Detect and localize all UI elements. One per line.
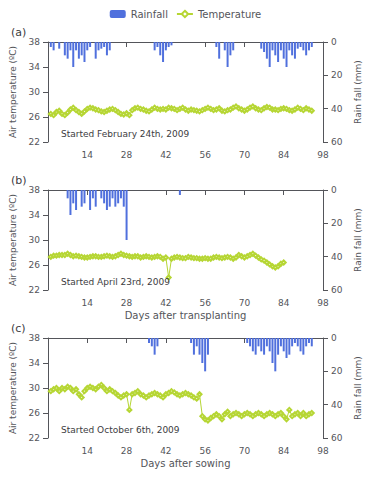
svg-text:34: 34 — [29, 210, 41, 220]
svg-text:22: 22 — [29, 433, 40, 443]
svg-text:98: 98 — [317, 298, 329, 308]
svg-text:Days after sowing: Days after sowing — [141, 458, 231, 469]
svg-text:(b): (b) — [11, 174, 27, 187]
svg-text:30: 30 — [29, 383, 41, 393]
svg-text:84: 84 — [278, 446, 290, 456]
svg-text:20: 20 — [331, 366, 343, 376]
svg-text:Rain fall (mm): Rain fall (mm) — [353, 60, 363, 124]
svg-text:34: 34 — [29, 62, 41, 72]
svg-text:60: 60 — [331, 285, 343, 295]
svg-text:28: 28 — [121, 298, 133, 308]
svg-text:60: 60 — [331, 137, 343, 147]
svg-text:28: 28 — [121, 150, 133, 160]
svg-text:Started October 6th, 2009: Started October 6th, 2009 — [61, 425, 180, 435]
svg-text:Rain fall (mm): Rain fall (mm) — [353, 208, 363, 272]
svg-text:40: 40 — [331, 400, 343, 410]
svg-text:(c): (c) — [11, 322, 26, 335]
svg-text:42: 42 — [160, 298, 171, 308]
svg-text:42: 42 — [160, 150, 171, 160]
svg-text:14: 14 — [82, 298, 94, 308]
svg-text:Started April 23rd, 2009: Started April 23rd, 2009 — [61, 277, 170, 287]
svg-text:98: 98 — [317, 150, 329, 160]
svg-text:56: 56 — [199, 298, 211, 308]
svg-text:0: 0 — [331, 185, 337, 195]
svg-text:40: 40 — [331, 104, 343, 114]
svg-text:56: 56 — [199, 446, 211, 456]
svg-text:20: 20 — [331, 218, 343, 228]
svg-text:0: 0 — [331, 37, 337, 47]
svg-text:42: 42 — [160, 446, 171, 456]
svg-text:Started February 24th, 2009: Started February 24th, 2009 — [61, 129, 189, 139]
svg-text:14: 14 — [82, 150, 94, 160]
svg-text:60: 60 — [331, 433, 343, 443]
svg-text:26: 26 — [29, 260, 41, 270]
svg-text:14: 14 — [82, 446, 94, 456]
svg-text:40: 40 — [331, 252, 343, 262]
svg-text:34: 34 — [29, 358, 41, 368]
svg-text:22: 22 — [29, 137, 40, 147]
svg-text:98: 98 — [317, 446, 329, 456]
svg-text:22: 22 — [29, 285, 40, 295]
svg-text:Rainfall: Rainfall — [131, 9, 168, 20]
svg-text:(a): (a) — [11, 26, 26, 39]
svg-text:70: 70 — [239, 150, 251, 160]
svg-text:0: 0 — [331, 333, 337, 343]
svg-text:Days after transplanting: Days after transplanting — [125, 310, 247, 321]
svg-text:26: 26 — [29, 112, 41, 122]
svg-text:84: 84 — [278, 298, 290, 308]
svg-text:70: 70 — [239, 298, 251, 308]
svg-text:Air temperature (ºC): Air temperature (ºC) — [8, 342, 18, 434]
svg-text:Temperature: Temperature — [197, 9, 261, 20]
svg-text:30: 30 — [29, 235, 41, 245]
svg-text:38: 38 — [29, 333, 41, 343]
svg-text:20: 20 — [331, 70, 343, 80]
svg-text:30: 30 — [29, 87, 41, 97]
svg-text:84: 84 — [278, 150, 290, 160]
svg-text:38: 38 — [29, 185, 41, 195]
svg-text:Air temperature (ºC): Air temperature (ºC) — [8, 194, 18, 286]
svg-text:Air temperature (ºC): Air temperature (ºC) — [8, 46, 18, 138]
svg-text:56: 56 — [199, 150, 211, 160]
svg-text:26: 26 — [29, 408, 41, 418]
svg-text:28: 28 — [121, 446, 133, 456]
svg-text:Rain fall (mm): Rain fall (mm) — [353, 356, 363, 420]
svg-text:38: 38 — [29, 37, 41, 47]
svg-text:70: 70 — [239, 446, 251, 456]
